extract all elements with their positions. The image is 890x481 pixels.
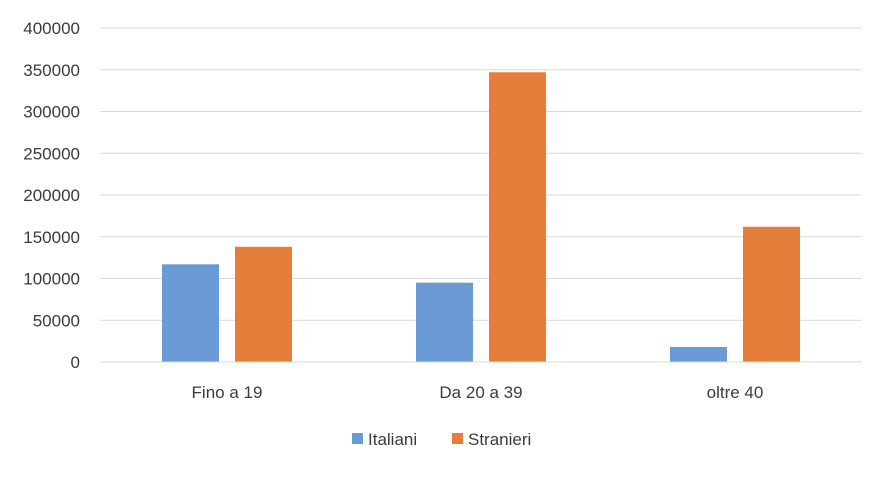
y-tick-label: 100000 xyxy=(23,270,80,289)
bar-stranieri-1 xyxy=(489,72,546,362)
legend-label-italiani: Italiani xyxy=(368,430,417,449)
y-tick-label: 300000 xyxy=(23,103,80,122)
bar-italiani-2 xyxy=(670,346,727,362)
y-tick-label: 400000 xyxy=(23,19,80,38)
y-tick-label: 200000 xyxy=(23,186,80,205)
legend-swatch-stranieri xyxy=(452,433,463,444)
y-tick-label: 50000 xyxy=(33,311,80,330)
bar-stranieri-0 xyxy=(235,246,292,362)
gridlines xyxy=(100,27,862,321)
y-tick-label: 350000 xyxy=(23,61,80,80)
bars xyxy=(162,72,800,362)
x-tick-label: Fino a 19 xyxy=(192,383,263,402)
x-tick-label: oltre 40 xyxy=(707,383,764,402)
legend-label-stranieri: Stranieri xyxy=(468,430,531,449)
bar-italiani-1 xyxy=(416,282,473,362)
legend: Italiani Stranieri xyxy=(352,430,531,449)
y-axis-ticks: 0 50000 100000 150000 200000 250000 300000 3500… xyxy=(23,19,80,372)
y-tick-label: 250000 xyxy=(23,144,80,163)
y-tick-label: 150000 xyxy=(23,228,80,247)
y-tick-label: 0 xyxy=(71,353,80,372)
bar-stranieri-2 xyxy=(743,226,800,362)
legend-swatch-italiani xyxy=(352,433,363,444)
x-axis-ticks: Fino a 19 Da 20 a 39 oltre 40 xyxy=(192,383,764,402)
x-tick-label: Da 20 a 39 xyxy=(439,383,522,402)
bar-italiani-0 xyxy=(162,264,219,362)
